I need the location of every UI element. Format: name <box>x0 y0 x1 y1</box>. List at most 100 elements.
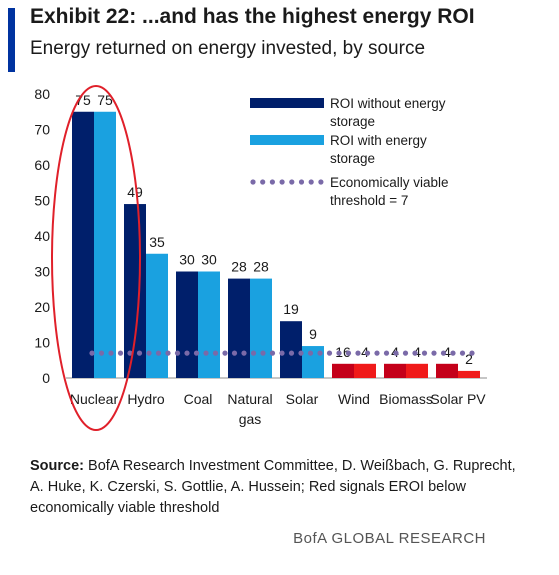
legend-label: storage <box>330 114 375 129</box>
y-tick-label: 20 <box>34 299 50 315</box>
bar-natural-gas-without-storage <box>228 278 250 378</box>
threshold-dot <box>383 350 390 356</box>
threshold-dot <box>317 350 323 356</box>
threshold-dot <box>326 350 333 356</box>
threshold-dot <box>184 350 190 356</box>
y-tick-label: 50 <box>34 193 50 209</box>
threshold-dot <box>459 350 466 356</box>
threshold-dot <box>146 350 152 356</box>
threshold-dot <box>165 350 171 356</box>
threshold-dot <box>127 350 133 356</box>
threshold-dot <box>203 350 209 356</box>
bar-value-label: 4 <box>361 344 369 360</box>
x-tick-label: Hydro <box>127 391 165 407</box>
threshold-dot <box>250 350 257 356</box>
bar-value-label: 2 <box>465 351 473 367</box>
source-note: Source: BofA Research Investment Committ… <box>30 456 530 519</box>
bar-value-label: 9 <box>309 326 317 342</box>
legend-swatch-threshold-dot <box>279 179 285 185</box>
threshold-dot <box>345 350 352 356</box>
x-tick-label: Coal <box>184 391 213 407</box>
nuclear-highlight-ellipse <box>51 85 141 431</box>
bar-value-label: 28 <box>253 259 269 275</box>
bar-hydro-without-storage <box>124 204 146 378</box>
bar-value-label: 75 <box>75 92 91 108</box>
threshold-dot <box>355 350 361 356</box>
x-tick-label: Biomass <box>379 391 433 407</box>
threshold-dot <box>450 350 456 356</box>
threshold-dot <box>98 350 105 356</box>
threshold-dot <box>269 350 276 356</box>
threshold-dot <box>136 350 143 356</box>
legend-label: ROI without energy <box>330 96 446 111</box>
legend-label: threshold = 7 <box>330 193 408 208</box>
threshold-dot <box>469 350 475 356</box>
x-tick-label-line2: gas <box>239 411 262 427</box>
threshold-dot <box>336 350 342 356</box>
y-tick-label: 0 <box>42 370 50 386</box>
y-tick-label: 30 <box>34 264 50 280</box>
source-label: Source: <box>30 458 84 474</box>
bar-value-label: 28 <box>231 259 247 275</box>
exhibit-subtitle: Energy returned on energy invested, by s… <box>30 38 426 59</box>
legend-swatch-threshold-dot <box>250 179 256 185</box>
y-tick-label: 40 <box>34 228 50 244</box>
bar-value-label: 35 <box>149 234 165 250</box>
bar-value-label: 19 <box>283 301 299 317</box>
bar-coal-with-storage <box>198 271 220 378</box>
y-tick-label: 70 <box>34 122 50 138</box>
legend-label: storage <box>330 151 375 166</box>
threshold-dot <box>412 350 418 356</box>
legend-swatch-threshold-dot <box>308 179 314 185</box>
threshold-dot <box>108 350 114 356</box>
threshold-dot <box>298 350 304 356</box>
bar-value-label: 75 <box>97 92 113 108</box>
threshold-dot <box>193 350 200 356</box>
bar-hydro-with-storage <box>146 253 168 378</box>
brand-footer: BofA GLOBAL RESEARCH <box>293 530 486 547</box>
y-tick-label: 60 <box>34 157 50 173</box>
legend-swatch-with-storage <box>250 135 324 145</box>
threshold-dot <box>307 350 314 356</box>
threshold-dot <box>374 350 380 356</box>
bar-nuclear-with-storage <box>94 111 116 378</box>
legend-swatch-without-storage <box>250 98 324 108</box>
legend-swatch-threshold-dot <box>298 179 305 185</box>
bar-biomass-without-storage <box>384 363 406 378</box>
legend-label: ROI with energy <box>330 133 427 148</box>
threshold-dot <box>431 350 437 356</box>
legend-swatch-threshold-dot <box>260 179 266 185</box>
x-tick-label: Natural <box>227 391 272 407</box>
threshold-dot <box>212 350 219 356</box>
bar-value-label: 4 <box>443 344 451 360</box>
y-tick-label: 10 <box>34 335 50 351</box>
threshold-dot <box>440 350 447 356</box>
source-text: BofA Research Investment Committee, D. W… <box>30 458 516 516</box>
y-tick-label: 80 <box>34 86 50 102</box>
x-tick-label: Nuclear <box>70 391 119 407</box>
x-tick-label: Solar PV <box>430 391 486 407</box>
legend-swatch-threshold-dot <box>269 179 275 185</box>
bar-value-label: 49 <box>127 184 143 200</box>
bar-coal-without-storage <box>176 271 198 378</box>
threshold-dot <box>89 350 95 356</box>
threshold-dot <box>421 350 428 356</box>
legend-swatch-threshold-dot <box>318 179 324 185</box>
threshold-dot <box>364 350 371 356</box>
bar-wind-without-storage <box>332 363 354 378</box>
threshold-dot <box>222 350 228 356</box>
threshold-dot <box>402 350 409 356</box>
x-tick-label: Solar <box>286 391 319 407</box>
threshold-dot <box>241 350 247 356</box>
bar-solar-pv-with-storage <box>458 370 480 378</box>
bar-solar-without-storage <box>280 321 302 378</box>
bar-value-label: 30 <box>201 252 217 268</box>
bar-value-label: 16 <box>335 344 351 360</box>
bar-value-label: 30 <box>179 252 195 268</box>
threshold-dot <box>288 350 295 356</box>
bar-natural-gas-with-storage <box>250 278 272 378</box>
threshold-dot <box>174 350 181 356</box>
x-tick-label: Wind <box>338 391 370 407</box>
threshold-dot <box>279 350 285 356</box>
